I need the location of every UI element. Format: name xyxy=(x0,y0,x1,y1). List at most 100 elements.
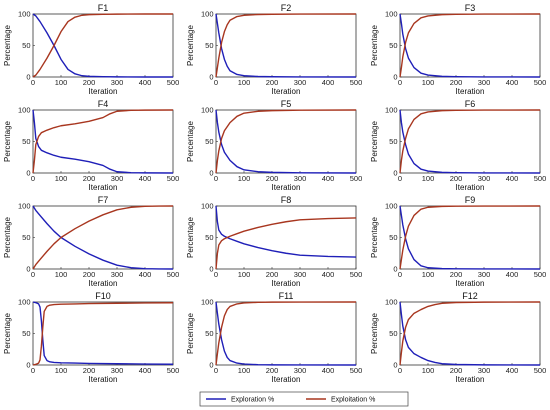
x-tick-label: 400 xyxy=(506,78,519,87)
x-axis-label: Iteration xyxy=(89,87,118,96)
exploration-line xyxy=(399,301,541,366)
exploration-line xyxy=(399,109,541,174)
y-axis-label: Percentage xyxy=(370,120,379,161)
exploration-line xyxy=(215,301,357,366)
subplot-f8: F8 0 100 200 300 400 500 0 50 100 Iteration Percent… xyxy=(186,195,362,288)
y-tick-label: 0 xyxy=(26,73,30,82)
y-tick-label: 50 xyxy=(205,233,213,242)
subplot-f9: F9 0 100 200 300 400 500 0 50 100 Iteration Percent… xyxy=(370,195,546,288)
y-axis-label: Percentage xyxy=(3,24,12,65)
subplot-grid: F10 100 200 300 400 500050100IterationPercent… xyxy=(3,3,546,384)
x-tick-label: 0 xyxy=(214,78,218,87)
exploitation-line xyxy=(32,109,174,174)
y-tick-label: 50 xyxy=(22,233,30,242)
plot-area xyxy=(399,205,541,270)
y-axis-label: Percentage xyxy=(370,312,379,353)
y-tick-label: 0 xyxy=(26,361,30,370)
exploration-line xyxy=(215,109,357,174)
x-axis-label: Iteration xyxy=(89,279,118,288)
x-tick-label: 400 xyxy=(322,270,335,279)
exploitation-line xyxy=(399,13,541,78)
subplot-title: F9 xyxy=(465,195,476,205)
x-axis-label: Iteration xyxy=(272,183,301,192)
subplot-title: F7 xyxy=(98,195,109,205)
x-tick-label: 0 xyxy=(31,270,35,279)
x-tick-label: 300 xyxy=(478,174,491,183)
x-tick-label: 100 xyxy=(238,78,251,87)
x-tick-label: 400 xyxy=(139,78,152,87)
exploration-line xyxy=(399,13,541,78)
x-tick-label: 500 xyxy=(167,270,180,279)
subplot-f11: F11 0 100 200 300 400 500 0 50 100 Iteration Percen… xyxy=(186,291,362,384)
subplot-f10: F10 0 100 200 300 400 500 0 50 100 Iteration Percen… xyxy=(3,291,179,384)
exploitation-line xyxy=(32,205,174,270)
x-tick-label: 100 xyxy=(55,270,68,279)
y-tick-label: 0 xyxy=(209,361,213,370)
exploration-line xyxy=(215,205,357,258)
x-tick-label: 500 xyxy=(167,174,180,183)
x-tick-label: 200 xyxy=(83,270,96,279)
x-tick-label: 100 xyxy=(238,270,251,279)
x-tick-label: 300 xyxy=(294,78,307,87)
exploitation-line xyxy=(399,205,541,270)
y-tick-label: 100 xyxy=(18,202,31,211)
y-tick-label: 50 xyxy=(389,41,397,50)
x-tick-label: 500 xyxy=(350,78,363,87)
x-axis-label: Iteration xyxy=(456,375,485,384)
x-tick-label: 0 xyxy=(398,270,402,279)
exploration-line xyxy=(399,205,541,270)
x-axis-label: Iteration xyxy=(272,375,301,384)
x-tick-label: 200 xyxy=(83,78,96,87)
exploration-line xyxy=(32,13,173,78)
x-axis-label: Iteration xyxy=(456,183,485,192)
x-tick-label: 500 xyxy=(167,78,180,87)
subplot-title: F5 xyxy=(281,99,292,109)
y-tick-label: 50 xyxy=(205,329,213,338)
x-tick-label: 400 xyxy=(506,174,519,183)
x-tick-label: 500 xyxy=(534,78,547,87)
plot-area xyxy=(32,301,174,366)
x-tick-label: 100 xyxy=(55,78,68,87)
y-tick-label: 100 xyxy=(18,298,31,307)
x-tick-label: 100 xyxy=(55,174,68,183)
x-tick-label: 100 xyxy=(422,270,435,279)
x-tick-label: 100 xyxy=(422,78,435,87)
x-tick-label: 200 xyxy=(450,366,463,375)
x-tick-label: 200 xyxy=(83,366,96,375)
x-tick-label: 300 xyxy=(294,366,307,375)
y-tick-label: 0 xyxy=(393,361,397,370)
y-tick-label: 100 xyxy=(201,202,214,211)
x-tick-label: 300 xyxy=(111,270,124,279)
subplot-f1: F1 0 100 200 300 400 500 0 50 100 Iteration Percent… xyxy=(3,3,179,96)
subplot-title: F6 xyxy=(465,99,476,109)
exploration-line xyxy=(32,301,174,365)
x-tick-label: 200 xyxy=(266,366,279,375)
x-tick-label: 200 xyxy=(450,174,463,183)
y-axis-label: Percentage xyxy=(3,312,12,353)
x-axis-label: Iteration xyxy=(272,87,301,96)
exploitation-line xyxy=(399,301,541,366)
x-tick-label: 400 xyxy=(139,366,152,375)
y-axis-label: Percentage xyxy=(186,24,195,65)
y-tick-label: 100 xyxy=(18,106,31,115)
x-tick-label: 500 xyxy=(350,270,363,279)
x-tick-label: 500 xyxy=(534,270,547,279)
plot-area xyxy=(215,13,357,78)
y-axis-label: Percentage xyxy=(3,120,12,161)
plot-area xyxy=(32,109,174,174)
x-tick-label: 0 xyxy=(214,174,218,183)
x-tick-label: 0 xyxy=(214,366,218,375)
x-tick-label: 300 xyxy=(294,174,307,183)
exploration-line xyxy=(215,13,357,78)
y-tick-label: 100 xyxy=(18,10,31,19)
exploration-line xyxy=(32,205,174,270)
y-axis-label: Percentage xyxy=(186,312,195,353)
plot-area xyxy=(399,301,541,366)
subplot-title: F8 xyxy=(281,195,292,205)
subplot-f3: F3 0 100 200 300 400 500 0 50 100 Iteration Percent… xyxy=(370,3,546,96)
legend-exploration-label: Exploration % xyxy=(231,397,274,404)
x-tick-label: 0 xyxy=(398,366,402,375)
plot-area xyxy=(399,109,541,174)
y-tick-label: 100 xyxy=(201,10,214,19)
y-axis-label: Percentage xyxy=(370,24,379,65)
